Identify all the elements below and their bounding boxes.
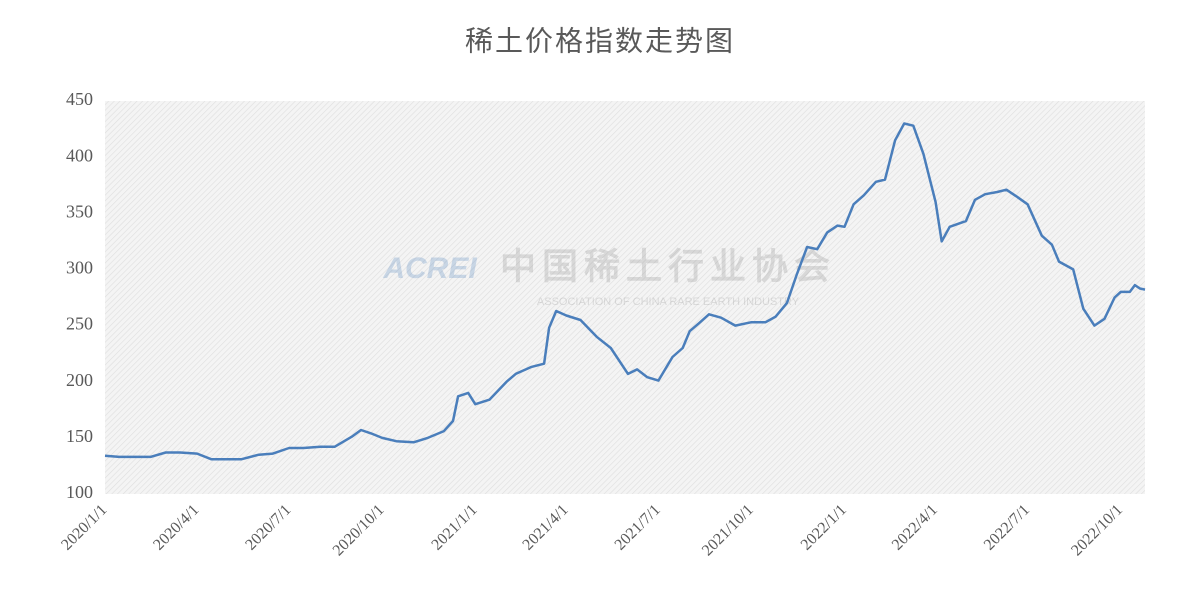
watermark-logo: ACREI: [382, 252, 477, 285]
x-tick-label: 2021/7/1: [612, 501, 664, 553]
x-tick-label: 2022/10/1: [1068, 501, 1126, 559]
x-tick-label: 2020/7/1: [242, 501, 294, 553]
x-tick-label: 2022/4/1: [889, 501, 941, 553]
y-tick-label: 200: [66, 370, 93, 390]
y-tick-label: 150: [66, 426, 93, 446]
y-tick-label: 400: [66, 145, 93, 165]
chart-title: 稀土价格指数走势图: [465, 25, 735, 57]
y-tick-label: 350: [66, 201, 93, 221]
x-tick-label: 2021/1/1: [428, 501, 480, 553]
x-tick-label: 2020/10/1: [330, 501, 388, 559]
x-tick-label: 2021/4/1: [519, 501, 571, 553]
y-tick-label: 250: [66, 314, 93, 334]
x-tick-label: 2022/1/1: [798, 501, 850, 553]
line-series: [104, 122, 1146, 461]
x-tick-label: 2020/1/1: [58, 501, 110, 553]
x-tick-label: 2022/7/1: [981, 501, 1033, 553]
x-tick-label: 2020/4/1: [150, 501, 202, 553]
y-tick-label: 300: [66, 258, 93, 278]
x-tick-label: 2021/10/1: [699, 501, 757, 559]
watermark-name: 中国稀土行业协会: [500, 246, 836, 286]
watermark: ACREI 中国稀土行业协会 ASSOCIATION OF CHINA RARE…: [382, 246, 836, 308]
y-tick-label: 100: [66, 482, 93, 502]
y-tick-label: 450: [66, 89, 93, 109]
plot-area: [105, 101, 1145, 494]
watermark-subtitle: ASSOCIATION OF CHINA RARE EARTH INDUSTRY: [537, 296, 800, 308]
